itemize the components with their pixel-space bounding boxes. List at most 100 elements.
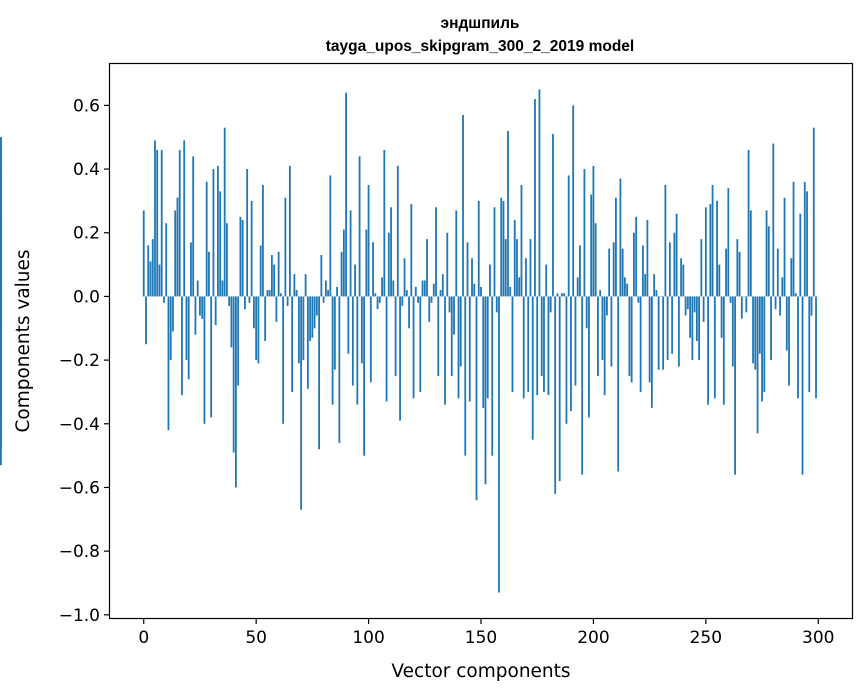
- bar: [165, 223, 168, 297]
- bar: [419, 296, 422, 392]
- bar: [293, 274, 296, 297]
- bar: [333, 296, 336, 370]
- bar: [509, 286, 512, 297]
- bar: [525, 258, 527, 297]
- bar: [277, 251, 280, 297]
- bar: [282, 296, 285, 424]
- bar: [662, 296, 665, 370]
- bar: [628, 296, 631, 377]
- bar: [408, 296, 410, 329]
- bar: [448, 296, 451, 313]
- bar: [545, 264, 548, 297]
- bar: [507, 130, 509, 297]
- bar: [187, 296, 190, 380]
- bar: [779, 296, 781, 316]
- bar: [185, 296, 188, 361]
- bar: [749, 210, 752, 297]
- y-tick-label: 0.4: [73, 160, 100, 180]
- bar: [646, 220, 649, 297]
- bar: [540, 296, 543, 377]
- bar: [522, 296, 525, 399]
- y-tick-label: 0.6: [73, 96, 100, 116]
- bar: [430, 296, 433, 303]
- bar: [644, 274, 647, 297]
- bar: [435, 207, 437, 297]
- bar: [745, 296, 748, 313]
- bar: [574, 296, 577, 386]
- bar: [664, 184, 667, 297]
- bar: [761, 296, 763, 402]
- bar: [351, 296, 354, 386]
- bar: [547, 296, 550, 396]
- chart-subtitle: tayga_upos_skipgram_300_2_2019 model: [326, 38, 634, 55]
- bar: [0, 283, 2, 297]
- y-tick-label: −0.6: [59, 478, 100, 498]
- bar: [372, 242, 374, 297]
- bar: [462, 114, 464, 297]
- bar: [320, 255, 323, 297]
- bar: [648, 296, 651, 383]
- bar: [639, 296, 642, 392]
- bar: [468, 296, 471, 402]
- bar: [270, 255, 273, 297]
- bar: [158, 264, 161, 297]
- bar: [257, 296, 260, 364]
- y-tick-label: 0.0: [73, 287, 100, 307]
- bar: [378, 296, 381, 303]
- bar: [457, 296, 460, 399]
- x-tick-label: 0: [138, 628, 149, 648]
- bar: [603, 296, 606, 396]
- bar: [554, 296, 557, 494]
- bar: [740, 296, 743, 319]
- bar: [686, 296, 689, 310]
- bar: [313, 296, 316, 329]
- bar: [194, 296, 197, 335]
- bar: [788, 296, 790, 386]
- bar: [504, 239, 507, 297]
- bar: [288, 165, 291, 297]
- bar: [300, 296, 303, 510]
- bar: [680, 258, 683, 297]
- bar: [543, 296, 545, 392]
- bar: [594, 223, 597, 297]
- bar: [365, 229, 368, 297]
- bar: [650, 296, 653, 408]
- bar: [385, 296, 388, 402]
- bar: [421, 280, 424, 297]
- bar: [720, 296, 723, 338]
- bar: [403, 258, 406, 297]
- bar: [684, 296, 687, 316]
- bar: [770, 296, 772, 361]
- bar: [502, 200, 505, 297]
- bar: [480, 286, 482, 297]
- chart-title: эндшпиль: [441, 15, 520, 32]
- bar: [223, 127, 226, 297]
- bar: [284, 197, 287, 297]
- bar: [183, 140, 186, 297]
- bar: [624, 277, 626, 297]
- bar: [588, 296, 590, 418]
- bar: [702, 296, 705, 322]
- bar: [803, 181, 806, 297]
- bar: [219, 191, 222, 297]
- bar: [262, 184, 264, 297]
- y-tick-label: −0.2: [59, 351, 100, 371]
- bar: [221, 280, 224, 297]
- bar: [244, 296, 246, 310]
- bar: [201, 296, 204, 319]
- bar: [396, 165, 399, 297]
- bar: [758, 296, 761, 354]
- bar: [444, 296, 446, 405]
- bar: [799, 213, 802, 297]
- bar: [394, 296, 397, 377]
- bar: [513, 220, 516, 297]
- bar: [196, 280, 199, 297]
- bar: [345, 92, 347, 297]
- bar: [331, 296, 334, 405]
- bar: [484, 296, 487, 485]
- bar: [576, 277, 579, 297]
- bar: [315, 296, 318, 316]
- bar: [691, 296, 694, 361]
- bar: [511, 296, 514, 392]
- bar: [455, 210, 458, 297]
